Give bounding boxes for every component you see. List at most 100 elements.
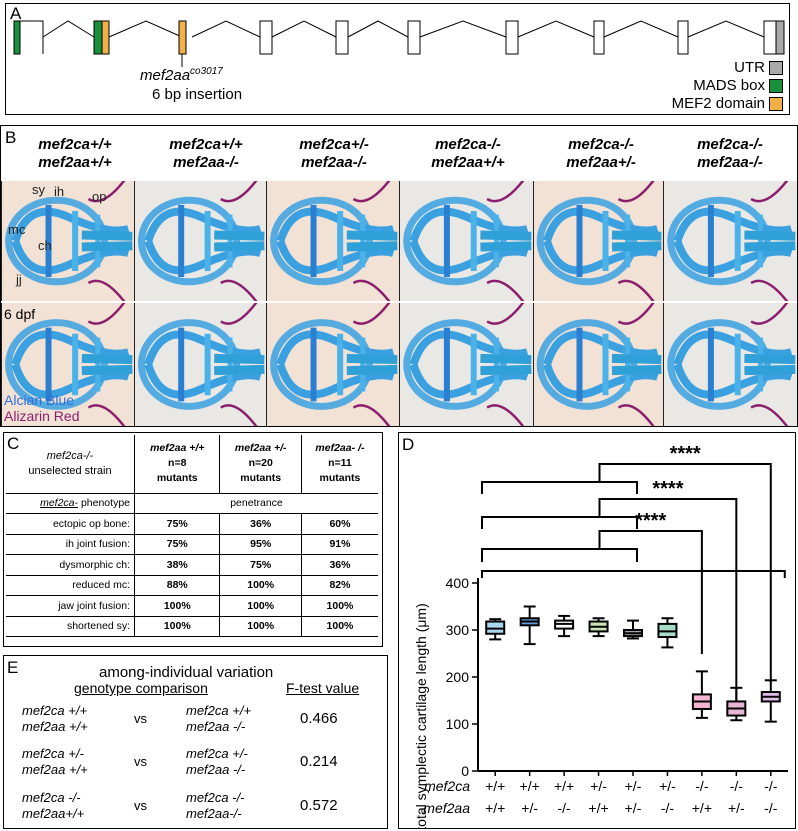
phenotype-label: dysmorphic ch: (6, 554, 135, 576)
stain-alcian-label: Alcian Blue (4, 392, 75, 408)
penetrance-value: 91% (300, 533, 378, 555)
vs-label: vs (134, 754, 147, 769)
genotype-col-6-line1: mef2ca-/- (697, 136, 763, 153)
bracket-connector (598, 498, 738, 702)
col-header-1-n: n=8 (168, 457, 187, 470)
x-label-mef2aa: +/+ (485, 800, 505, 816)
x-label-mef2aa: -/- (764, 800, 778, 816)
x-label-mef2ca: +/- (590, 778, 607, 794)
bracket-left (481, 516, 638, 529)
x-label-mef2ca: +/+ (485, 778, 505, 794)
penetrance-value: 100% (133, 615, 221, 637)
annotation-ih: ih (54, 184, 65, 199)
penetrance-value: 100% (219, 615, 302, 637)
col-header-3-genotype: mef2aa- /- (315, 442, 365, 455)
insertion-label: 6 bp insertion (152, 86, 243, 103)
bracket-baseline (481, 570, 786, 578)
bracket-connector (598, 530, 703, 654)
table-row: ih joint fusion: 75% 95% 91% (6, 533, 378, 555)
penetrance-value: 38% (133, 554, 221, 576)
col-header-1: mef2aa +/+ n=8 mutants (133, 435, 221, 494)
allele-superscript: co3017 (190, 66, 223, 77)
col-header-3: mef2aa- /- n=11 mutants (300, 435, 378, 494)
penetrance-value: 36% (300, 554, 378, 576)
genotype-col-3-line1: mef2ca+/- (299, 136, 369, 153)
comparison-b-line2: mef2aa -/- (186, 719, 246, 734)
genotype-comparison-header: genotype comparison (74, 680, 208, 696)
panel-e: E among-individual variation genotype co… (3, 655, 388, 829)
annotation-mc: mc (8, 222, 26, 237)
comparison-a: mef2ca +/+ mef2aa +/+ (22, 703, 88, 735)
x-label-mef2ca: -/- (695, 778, 709, 794)
genotype-col-2-line2: mef2aa-/- (173, 154, 239, 171)
phenotype-label: ih joint fusion: (6, 533, 135, 555)
micrograph-2-4 (399, 303, 533, 426)
micrograph-2-2 (134, 303, 266, 426)
panel-c: C mef2ca-/- unselected strain mef2aa +/+… (3, 432, 383, 647)
ftest-header: F-test value (286, 680, 360, 696)
col-header-2-mutants: mutants (240, 472, 282, 485)
col-header-1-genotype: mef2aa +/+ (150, 442, 205, 455)
micrograph-1-3 (266, 181, 399, 301)
annotation-sy: sy (32, 182, 45, 197)
micrograph-grid (1, 181, 797, 426)
penetrance-value: 88% (133, 574, 221, 596)
x-label-mef2aa: +/- (728, 800, 745, 816)
micrograph-2-6 (663, 303, 797, 426)
micrograph-1-1 (1, 181, 134, 301)
x-label-mef2aa: +/+ (588, 800, 608, 816)
significance-stars: **** (670, 443, 701, 465)
legend-mef2: MEF2 domain (672, 95, 783, 112)
ftest-value: 0.466 (300, 710, 338, 727)
genotype-col-6: mef2ca-/- mef2aa-/- (665, 136, 795, 172)
penetrance-value: 36% (219, 513, 302, 535)
micrograph-1-5 (533, 181, 663, 301)
panel-a-label: A (10, 4, 22, 23)
penetrance-value: 75% (133, 513, 221, 535)
comparison-b-line1: mef2ca -/- (186, 790, 245, 805)
col-header-2: mef2aa +/- n=20 mutants (219, 435, 302, 494)
genotype-col-5-line1: mef2ca-/- (568, 136, 634, 153)
micrograph-2-3 (266, 303, 399, 426)
penetrance-header: penetrance (134, 492, 378, 514)
ftest-value: 0.572 (300, 797, 338, 814)
penetrance-value: 95% (219, 533, 302, 555)
table-row: reduced mc: 88% 100% 82% (6, 574, 378, 596)
genotype-col-3-line2: mef2aa-/- (301, 154, 367, 171)
genotype-col-4-line1: mef2ca-/- (435, 136, 501, 153)
gene-model (13, 20, 785, 67)
comparison-a-line1: mef2ca +/- (22, 746, 84, 761)
table-title-genotype: mef2ca-/- (46, 449, 94, 462)
comparison-a: mef2ca +/- mef2aa +/+ (22, 746, 88, 778)
annotation-jj: jj (16, 272, 22, 287)
significance-stars: **** (652, 478, 683, 500)
table-row: shortened sy: 100% 100% 100% (6, 615, 378, 637)
penetrance-value: 60% (300, 513, 378, 535)
x-label-mef2aa: +/- (521, 800, 538, 816)
row-label-mef2aa: mef2aa (423, 800, 470, 816)
comparison-b: mef2ca +/+ mef2aa -/- (186, 703, 251, 735)
y-tick-label: 300 (446, 622, 470, 638)
allele-text: mef2aa (140, 67, 191, 84)
col-header-2-genotype: mef2aa +/- (234, 442, 287, 455)
genotype-col-1-line2: mef2aa+/+ (38, 154, 112, 171)
ftest-value: 0.214 (300, 753, 338, 770)
comparison-a-line1: mef2ca -/- (22, 790, 81, 805)
table-title-strain: unselected strain (28, 464, 112, 477)
genotype-col-1-line1: mef2ca+/+ (38, 136, 112, 153)
panel-a: A mef2aaco3017 6 bp insertion (5, 3, 790, 115)
col-header-1-mutants: mutants (156, 472, 198, 485)
genotype-col-4: mef2ca-/- mef2aa+/+ (403, 136, 533, 172)
x-label-mef2aa: +/+ (692, 800, 712, 816)
phenotype-label: ectopic op bone: (6, 513, 135, 535)
genotype-col-5-line2: mef2aa+/- (566, 154, 636, 171)
col-header-3-mutants: mutants (319, 472, 361, 485)
phenotype-header-text: phenotype (78, 497, 130, 510)
comparison-b: mef2ca -/- mef2aa-/- (186, 790, 245, 822)
phenotype-label: jaw joint fusion: (6, 595, 135, 617)
legend-mads: MADS box (693, 77, 783, 94)
y-tick-label: 100 (446, 716, 470, 732)
stain-alizarin-label: Alizarin Red (4, 408, 80, 424)
penetrance-value: 75% (219, 554, 302, 576)
legend-utr-swatch (769, 60, 783, 75)
